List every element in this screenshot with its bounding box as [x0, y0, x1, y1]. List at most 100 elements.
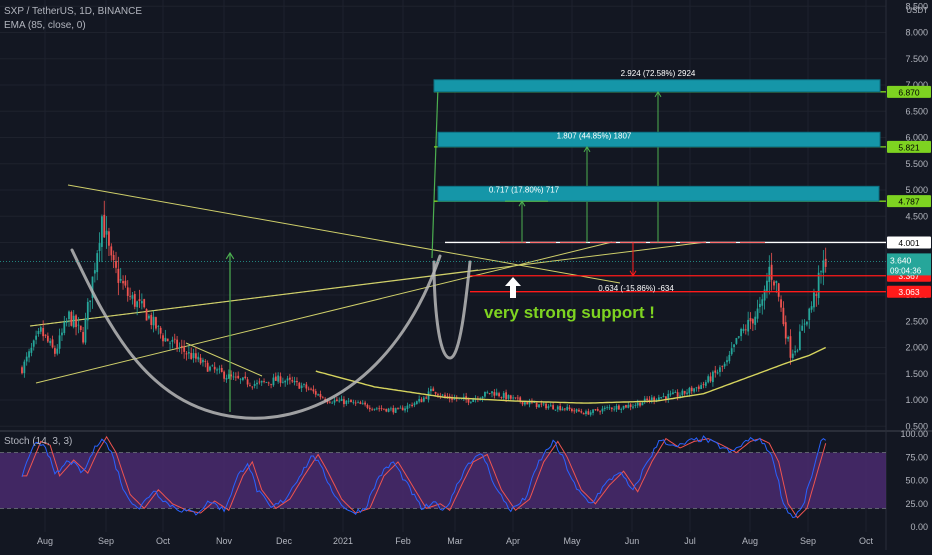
- stoch-d-line[interactable]: [22, 435, 827, 519]
- candle: [747, 311, 750, 336]
- candle: [526, 401, 529, 405]
- candle: [589, 410, 592, 417]
- candle-body: [648, 399, 651, 401]
- resistance-trendline[interactable]: [67, 184, 621, 284]
- candle: [606, 405, 609, 410]
- trendlines[interactable]: [29, 184, 707, 384]
- candle-body: [352, 401, 355, 403]
- candle-body: [700, 385, 703, 390]
- stoch-k-line[interactable]: [21, 435, 826, 519]
- level-price-tag[interactable]: [887, 195, 931, 208]
- candle-body: [627, 405, 630, 408]
- candle: [704, 379, 707, 389]
- level-price-tag[interactable]: [887, 285, 931, 298]
- candle-body: [610, 407, 613, 410]
- support-annotation[interactable]: very strong support !: [484, 277, 655, 322]
- measurement-box[interactable]: [437, 131, 881, 148]
- candle: [96, 250, 99, 281]
- candle-body: [401, 407, 404, 411]
- candle: [801, 319, 804, 331]
- candle-body: [187, 352, 190, 354]
- up-arrow-icon: [505, 277, 521, 298]
- candle: [394, 407, 397, 414]
- candle-body: [204, 360, 207, 362]
- level-price-tag[interactable]: [887, 85, 931, 98]
- candle: [568, 404, 571, 411]
- candle-body: [206, 362, 209, 372]
- candle: [138, 289, 141, 308]
- measurement-box[interactable]: [437, 185, 880, 202]
- measurement-tools[interactable]: 2.924 (72.58%) 2924 1.807 (44.85%) 1807 0.…: [433, 69, 881, 293]
- candle: [37, 327, 40, 337]
- price-tick-label: 2.500: [905, 316, 928, 326]
- candle-body: [434, 391, 437, 394]
- price-unit-label: USDT: [906, 6, 928, 15]
- candle: [634, 403, 637, 409]
- candle-body: [770, 264, 773, 280]
- time-tick-label: Sep: [800, 536, 816, 546]
- candle-body: [258, 381, 261, 383]
- candle-body: [690, 387, 693, 392]
- candle: [338, 397, 341, 403]
- candle: [756, 299, 759, 323]
- time-axis[interactable]: Aug Sep Oct Nov Dec 2021 Feb Mar Apr May Jun Jul Aug…: [37, 536, 874, 546]
- candle-body: [803, 323, 806, 325]
- candle-body: [300, 385, 303, 389]
- measurement[interactable]: 0.634 (-15.86%) -634: [598, 242, 674, 293]
- price-tick-label: 0.500: [905, 421, 928, 431]
- level-price-tag[interactable]: [887, 236, 931, 249]
- measurement-label: 1.807 (44.85%) 1807: [557, 131, 632, 140]
- cup-depth-arrow[interactable]: [225, 251, 235, 412]
- candle-body: [42, 328, 45, 337]
- candle-body: [681, 390, 684, 396]
- candle: [643, 395, 646, 405]
- candle-body: [747, 319, 750, 332]
- candle: [728, 351, 731, 364]
- candle: [669, 390, 672, 397]
- candle: [613, 406, 616, 412]
- candle: [469, 401, 472, 404]
- candle-body: [540, 403, 543, 405]
- stoch-axis[interactable]: 0.00 25.00 50.00 75.00 100.00: [900, 429, 928, 532]
- candle-body: [655, 399, 658, 401]
- candle: [58, 328, 61, 354]
- candle-body: [157, 326, 160, 328]
- candle: [451, 394, 453, 403]
- candle: [601, 405, 604, 415]
- candle-body: [528, 401, 531, 405]
- time-tick-label: Dec: [276, 536, 293, 546]
- candle-body: [794, 350, 797, 353]
- candle: [730, 341, 733, 356]
- candle: [176, 335, 178, 352]
- candle: [422, 395, 425, 403]
- candle-body: [284, 380, 287, 383]
- candle: [808, 307, 811, 329]
- measurement-box[interactable]: [433, 79, 881, 93]
- measurement[interactable]: 0.717 (17.80%) 717: [437, 185, 880, 243]
- candle-body: [249, 384, 251, 386]
- candle: [735, 337, 738, 345]
- candle-body: [361, 403, 364, 405]
- ema-line[interactable]: [315, 346, 827, 404]
- candle-body: [815, 294, 818, 296]
- cup-curve[interactable]: [70, 248, 442, 420]
- candle: [810, 301, 813, 313]
- measurement[interactable]: 2.924 (72.58%) 2924: [433, 69, 881, 243]
- level-price-tag[interactable]: [887, 140, 931, 153]
- candle-body: [707, 376, 710, 383]
- candle: [498, 391, 500, 398]
- candle: [164, 329, 167, 342]
- ema-indicator-label: EMA (85, close, 0): [4, 20, 86, 31]
- handle-curve[interactable]: [432, 260, 472, 360]
- candle: [44, 334, 47, 339]
- candle-body: [209, 366, 211, 371]
- candle: [82, 327, 84, 345]
- candle: [561, 406, 564, 411]
- measurement[interactable]: 1.807 (44.85%) 1807: [437, 131, 881, 243]
- candle-body: [328, 401, 331, 403]
- ema-approach-line[interactable]: [185, 342, 263, 377]
- candle: [791, 349, 794, 361]
